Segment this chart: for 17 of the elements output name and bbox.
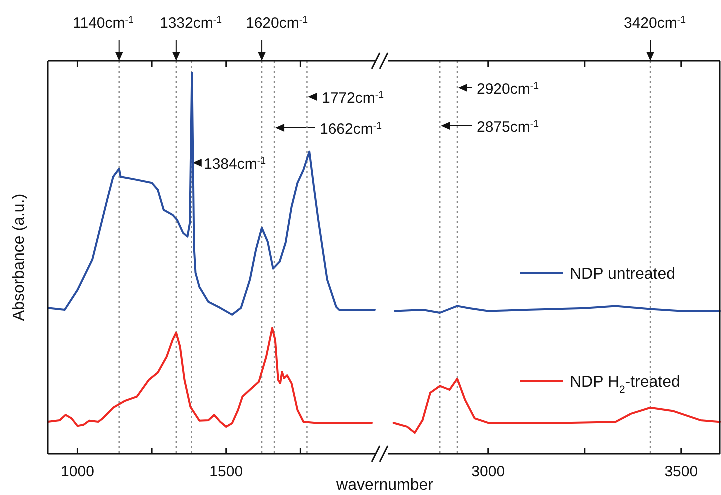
ref-line-label: 1332cm$^{-1}$ xyxy=(160,14,222,32)
x-tick-label: 3000 xyxy=(472,464,506,481)
ref-line-label: 1384cm$^{-1}$ xyxy=(204,156,266,173)
ref-line-label: 1620cm$^{-1}$ xyxy=(246,14,308,32)
ref-line-label: 1140cm$^{-1}$ xyxy=(73,14,134,32)
x-axis-title: wavernumber xyxy=(336,477,434,494)
y-axis-title: Absorbance (a.u.) xyxy=(11,194,28,322)
ref-line-label: 1772cm$^{-1}$ xyxy=(322,90,384,107)
ref-line-label: 2875cm$^{-1}$ xyxy=(477,118,540,136)
ref-line-label: 3420cm$^{-1}$ xyxy=(624,14,686,32)
legend-label: NDP H$_{2}$-treated xyxy=(570,374,680,396)
ref-line-label: 2920cm$^{-1}$ xyxy=(477,80,540,98)
x-tick-label: 1500 xyxy=(210,464,244,481)
ref-line-label: 1662cm$^{-1}$ xyxy=(320,120,382,138)
legend-label: NDP untreated xyxy=(570,266,676,283)
x-tick-label: 1000 xyxy=(61,464,94,481)
x-tick-label: 3500 xyxy=(664,464,698,481)
